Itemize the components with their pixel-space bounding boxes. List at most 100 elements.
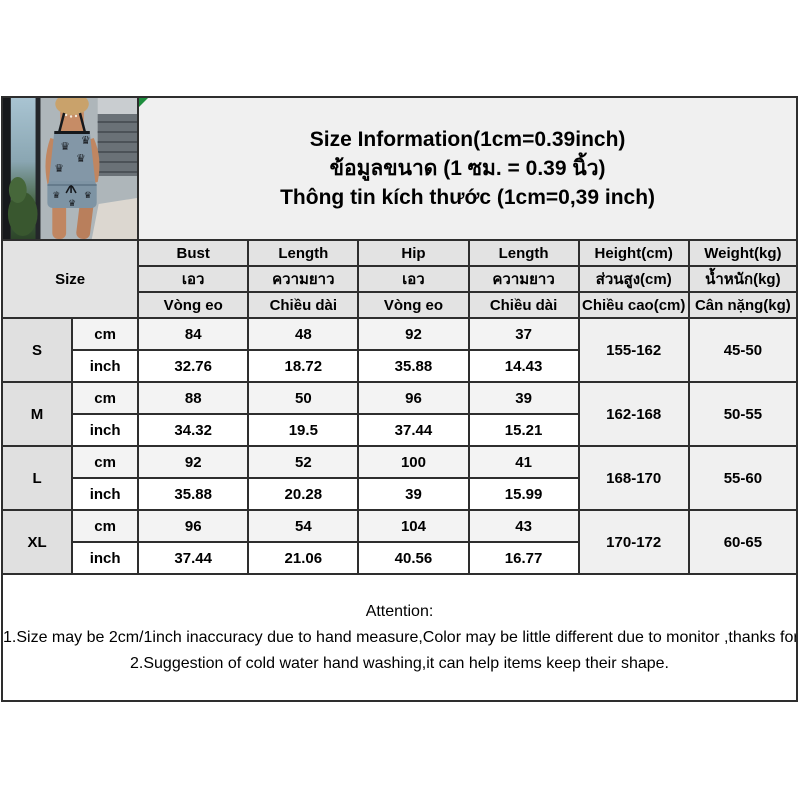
header-row-english: Size Bust Length Hip Length Height(cm) W…: [0, 239, 799, 319]
col-header-height-th: ส่วนสูง(cm): [577, 265, 690, 293]
col-header-length2-en: Length: [467, 239, 580, 267]
col-header-weight-vi: Cân nặng(kg): [687, 291, 799, 319]
col-header-hip-th: เอว: [357, 265, 470, 293]
cell-l-inch-length2: 15.99: [467, 477, 580, 511]
cell-m-cm-length2: 39: [467, 381, 580, 415]
svg-text:♛: ♛: [76, 152, 86, 165]
row-s-inch: inch 32.76 18.72 35.88 14.43: [2, 349, 797, 383]
cell-l-inch-hip: 39: [357, 477, 470, 511]
cell-l-inch-length1: 20.28: [247, 477, 360, 511]
unit-cm: cm: [71, 381, 140, 415]
col-header-bust-vi: Vòng eo: [137, 291, 250, 319]
svg-text:♛: ♛: [81, 134, 91, 147]
svg-text:♛: ♛: [54, 162, 64, 175]
unit-cm: cm: [71, 509, 140, 543]
svg-text:♛: ♛: [84, 191, 92, 201]
cell-m-cm-length1: 50: [247, 381, 360, 415]
unit-inch: inch: [71, 477, 140, 511]
cell-l-cm-hip: 100: [357, 445, 470, 479]
title-cell: Size Information(1cm=0.39inch) ข้อมูลขนา…: [137, 96, 798, 241]
attention-note: Attention: 1.Size may be 2cm/1inch inacc…: [1, 573, 798, 702]
unit-cm: cm: [71, 445, 140, 479]
col-header-length2-vi: Chiều dài: [467, 291, 580, 319]
unit-inch: inch: [71, 349, 140, 383]
product-photo-illustration: ♛ ♛ ♛ ♛ ♛ ♛ ♛: [4, 99, 137, 238]
cell-s-inch-length2: 14.43: [467, 349, 580, 383]
size-header-label: Size: [0, 239, 140, 319]
cell-s-cm-length1: 48: [247, 317, 360, 351]
svg-text:♛: ♛: [68, 199, 76, 209]
cell-xl-weight: 60-65: [687, 509, 799, 575]
cell-xl-inch-length2: 16.77: [467, 541, 580, 575]
row-xl-inch: inch 37.44 21.06 40.56 16.77: [2, 541, 797, 575]
unit-inch: inch: [71, 413, 140, 447]
size-table: ♛ ♛ ♛ ♛ ♛ ♛ ♛ Size Information(1cm=0.39inch)…: [0, 96, 799, 702]
cell-xl-cm-length1: 54: [247, 509, 360, 543]
title-vietnamese: Thông tin kích thước (1cm=0,39 inch): [280, 185, 656, 209]
cell-s-cm-bust: 84: [137, 317, 250, 351]
size-label-l: L: [0, 445, 74, 511]
cell-xl-cm-bust: 96: [137, 509, 250, 543]
attention-heading: Attention:: [365, 602, 434, 620]
size-label-s: S: [0, 317, 74, 383]
cell-m-inch-bust: 34.32: [137, 413, 250, 447]
size-label-m: M: [0, 381, 74, 447]
top-row: ♛ ♛ ♛ ♛ ♛ ♛ ♛ Size Information(1cm=0.39inch)…: [0, 96, 798, 241]
col-header-length1-vi: Chiều dài: [247, 291, 360, 319]
cell-l-cm-bust: 92: [137, 445, 250, 479]
cell-xl-inch-hip: 40.56: [357, 541, 470, 575]
cell-xl-inch-length1: 21.06: [247, 541, 360, 575]
title-english: Size Information(1cm=0.39inch): [309, 127, 626, 151]
cell-m-cm-hip: 96: [357, 381, 470, 415]
col-header-length2-th: ความยาว: [467, 265, 580, 293]
cell-l-inch-bust: 35.88: [137, 477, 250, 511]
col-header-height-vi: Chiều cao(cm): [577, 291, 690, 319]
cell-xl-cm-hip: 104: [357, 509, 470, 543]
cell-m-inch-length1: 19.5: [247, 413, 360, 447]
cell-s-cm-length2: 37: [467, 317, 580, 351]
cell-m-height: 162-168: [577, 381, 690, 447]
row-s-cm: S cm 84 48 92 37 155-162 45-50: [0, 317, 799, 383]
cell-xl-inch-bust: 37.44: [137, 541, 250, 575]
cell-s-weight: 45-50: [687, 317, 799, 383]
col-header-length1-en: Length: [247, 239, 360, 267]
unit-inch: inch: [71, 541, 140, 575]
cell-m-inch-length2: 15.21: [467, 413, 580, 447]
cell-m-inch-hip: 37.44: [357, 413, 470, 447]
col-header-height-en: Height(cm): [577, 239, 690, 267]
col-header-length1-th: ความยาว: [247, 265, 360, 293]
header-row-thai: เอว ความยาว เอว ความยาว ส่วนสูง(cm) น้ำห…: [2, 265, 799, 293]
cell-corner-marker-icon: [140, 99, 149, 107]
unit-cm: cm: [71, 317, 140, 351]
row-l-cm: L cm 92 52 100 41 168-170 55-60: [0, 445, 799, 511]
cell-s-inch-length1: 18.72: [247, 349, 360, 383]
cell-xl-cm-length2: 43: [467, 509, 580, 543]
cell-s-height: 155-162: [577, 317, 690, 383]
cell-xl-height: 170-172: [577, 509, 690, 575]
row-m-inch: inch 34.32 19.5 37.44 15.21: [2, 413, 797, 447]
cell-m-weight: 50-55: [687, 381, 799, 447]
cell-l-height: 168-170: [577, 445, 690, 511]
col-header-weight-en: Weight(kg): [687, 239, 799, 267]
attention-line-2: 2.Suggestion of cold water hand washing,…: [130, 654, 669, 672]
row-m-cm: M cm 88 50 96 39 162-168 50-55: [0, 381, 799, 447]
cell-s-inch-bust: 32.76: [137, 349, 250, 383]
col-header-hip-vi: Vòng eo: [357, 291, 470, 319]
col-header-bust-th: เอว: [137, 265, 250, 293]
cell-s-inch-hip: 35.88: [357, 349, 470, 383]
attention-row: Attention: 1.Size may be 2cm/1inch inacc…: [1, 573, 798, 702]
cell-l-cm-length1: 52: [247, 445, 360, 479]
cell-s-cm-hip: 92: [357, 317, 470, 351]
col-header-bust-en: Bust: [137, 239, 250, 267]
product-photo: ♛ ♛ ♛ ♛ ♛ ♛ ♛: [0, 96, 140, 241]
size-label-xl: XL: [0, 509, 74, 575]
title-thai: ข้อมูลขนาด (1 ซม. = 0.39 นิ้ว): [329, 156, 606, 180]
svg-text:♛: ♛: [52, 191, 60, 201]
col-header-hip-en: Hip: [357, 239, 470, 267]
row-xl-cm: XL cm 96 54 104 43 170-172 60-65: [0, 509, 799, 575]
cell-l-weight: 55-60: [687, 445, 799, 511]
cell-m-cm-bust: 88: [137, 381, 250, 415]
cell-l-cm-length2: 41: [467, 445, 580, 479]
header-row-vietnamese: Vòng eo Chiều dài Vòng eo Chiều dài Chiề…: [2, 291, 799, 319]
attention-line-1: 1.Size may be 2cm/1inch inaccuracy due t…: [3, 628, 797, 646]
